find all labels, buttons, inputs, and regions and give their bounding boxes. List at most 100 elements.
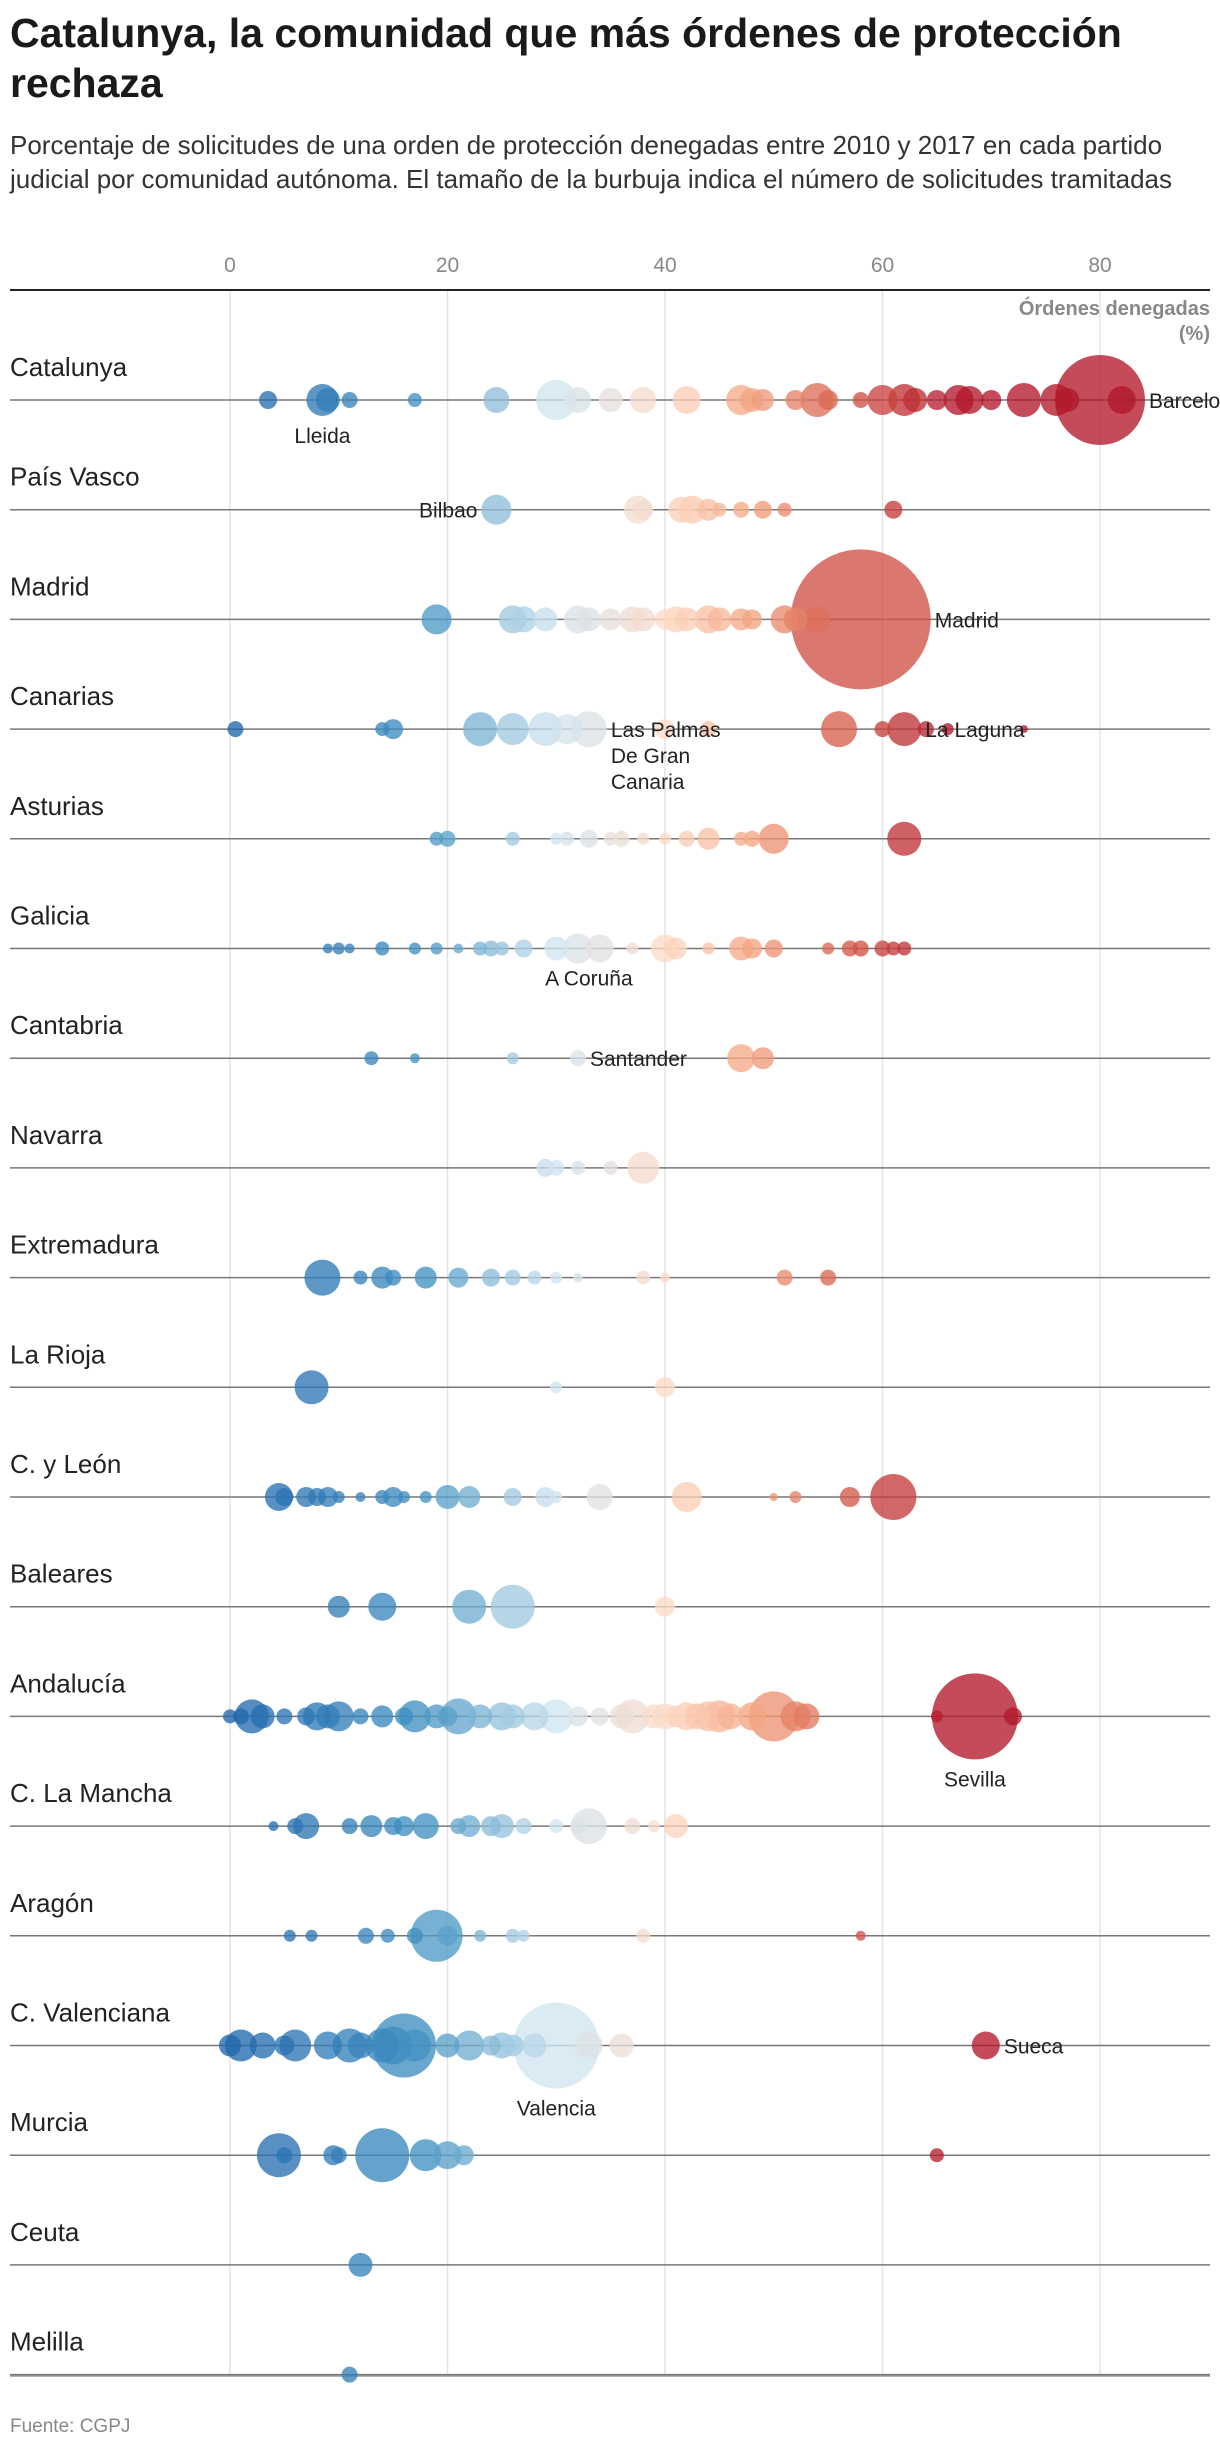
bubble	[804, 606, 831, 633]
city-label-valencia: Valencia	[517, 2098, 596, 2121]
bubble	[341, 2366, 358, 2383]
bubble	[380, 1928, 395, 1943]
bubble	[631, 607, 656, 632]
row-asturias: Asturias	[10, 791, 1210, 856]
bubble	[409, 1053, 420, 1064]
bubble	[822, 942, 835, 955]
bubble	[664, 937, 687, 960]
bubble	[630, 387, 657, 413]
row-label: Aragón	[10, 1888, 94, 1918]
bubble	[347, 2032, 374, 2059]
city-label-a-coru-a: A Coruña	[545, 968, 633, 991]
bubble	[874, 940, 891, 957]
bubble	[1107, 386, 1136, 414]
bubble	[678, 830, 695, 847]
bubble	[232, 1708, 249, 1725]
bubble	[421, 604, 452, 635]
bubble	[510, 606, 537, 633]
bubble	[268, 1821, 279, 1832]
bubble	[598, 388, 623, 412]
bubble	[276, 2147, 293, 2164]
row-label: Navarra	[10, 1120, 103, 1150]
bubble	[527, 1270, 542, 1285]
bubble	[439, 830, 456, 847]
bubble	[668, 496, 695, 523]
row-label: Andalucía	[10, 1668, 126, 1698]
bubble	[496, 713, 529, 746]
bubble	[941, 723, 954, 736]
row-cantabria: Cantabria Santander	[10, 1010, 1210, 1073]
bubble	[867, 385, 898, 415]
bubble	[785, 390, 806, 410]
row-label: Baleares	[10, 1559, 113, 1589]
bubble	[330, 2147, 347, 2164]
bubble	[609, 1704, 634, 1729]
bubble	[429, 831, 444, 846]
bubble	[758, 823, 789, 854]
bubble	[481, 2035, 501, 2056]
bubble	[712, 502, 727, 517]
city-label-las-palmas: Las Palmas De Gran Canaria	[611, 719, 721, 794]
row-melilla: Melilla	[10, 2327, 1210, 2383]
bubble	[573, 1272, 583, 1283]
bubble	[852, 940, 869, 957]
bubble	[818, 390, 839, 410]
bubble	[364, 1051, 379, 1066]
bubble	[550, 832, 563, 845]
row-label: Extremadura	[10, 1230, 159, 1260]
bubble	[352, 1708, 369, 1725]
bubble	[315, 1704, 340, 1729]
bubble	[563, 933, 593, 964]
bubble	[504, 1269, 521, 1286]
bubble	[874, 721, 891, 738]
bubble	[435, 2033, 460, 2058]
row-arag-n: Aragón	[10, 1888, 1210, 1962]
bubble	[981, 390, 1002, 410]
bubble	[503, 1488, 522, 1506]
bubble	[1019, 725, 1028, 734]
bubble	[501, 2034, 524, 2057]
bubble	[481, 494, 512, 525]
bubble	[371, 1705, 394, 1728]
city-label-madrid: Madrid	[935, 609, 999, 632]
bubble	[308, 1488, 326, 1506]
row-baleares: Baleares	[10, 1559, 1210, 1629]
row-madrid: Madrid Madrid	[10, 549, 1210, 690]
row-label: Cantabria	[10, 1010, 123, 1040]
bubble	[414, 1266, 437, 1289]
bubble	[249, 2032, 276, 2059]
x-tick-label-0: 0	[224, 254, 236, 277]
bubble	[315, 388, 340, 412]
bubble	[1006, 383, 1041, 417]
x-tick-label-80: 80	[1088, 254, 1111, 277]
city-label-la-laguna: La Laguna	[925, 719, 1025, 742]
bubble	[887, 712, 922, 747]
row-label: La Rioja	[10, 1339, 106, 1369]
bubble	[903, 388, 928, 412]
bubble	[674, 607, 699, 632]
bubble	[535, 1487, 556, 1507]
bubble	[274, 2035, 295, 2056]
bubble	[579, 829, 598, 848]
bubble	[474, 1929, 487, 1942]
bubble	[463, 712, 498, 747]
row-murcia: Murcia	[10, 2107, 1210, 2183]
row-label: C. y León	[10, 1449, 121, 1479]
bubble	[790, 549, 931, 690]
bubble	[433, 2141, 462, 2170]
bubble	[384, 1817, 403, 1836]
bubble	[375, 941, 390, 956]
city-label-sevilla: Sevilla	[944, 1768, 1006, 1791]
bubble	[918, 721, 934, 738]
bubble	[565, 387, 591, 413]
bubble	[483, 940, 499, 957]
bubble	[727, 1044, 756, 1073]
bubble	[753, 500, 772, 519]
bubble	[304, 1259, 341, 1296]
bubble	[448, 1267, 469, 1288]
bubble	[930, 1710, 943, 1723]
bubble	[515, 1818, 532, 1835]
bubble	[552, 714, 583, 745]
bubble	[633, 499, 654, 520]
bubble	[585, 934, 614, 963]
